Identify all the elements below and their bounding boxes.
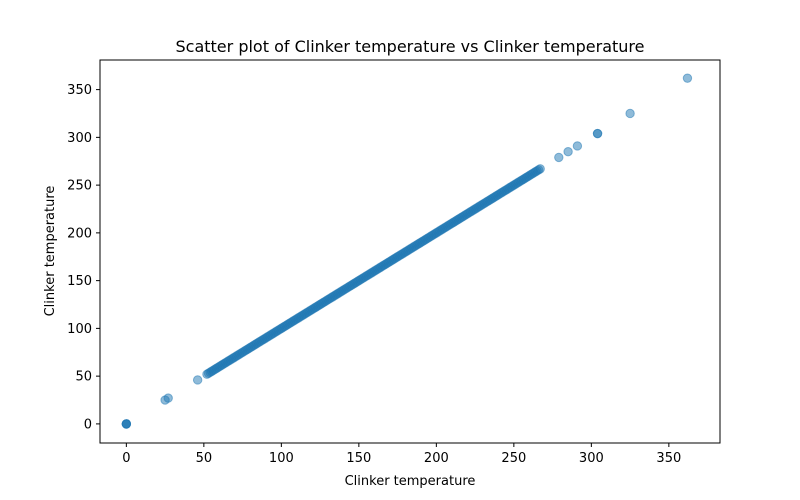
y-tick-label: 300 [67,131,92,146]
scatter-point [625,108,635,119]
chart-title: Scatter plot of Clinker temperature vs C… [176,37,645,56]
x-tick-label: 150 [346,451,371,466]
scatter-point [563,146,573,157]
x-tick-label: 200 [424,451,449,466]
x-tick-label: 350 [656,451,681,466]
scatter-point [554,152,564,163]
x-tick-label: 250 [501,451,526,466]
scatter-point [592,128,603,139]
scatter-point [682,73,693,83]
y-tick-label: 100 [67,322,92,337]
scatter-point [121,419,132,429]
x-tick-label: 100 [269,451,294,466]
x-axis: 0 50 100 150 200 250 300 350 [122,443,681,466]
scatter-point [192,375,203,385]
y-tick-label: 0 [84,417,92,432]
y-tick-label: 250 [67,179,92,194]
y-tick-label: 50 [75,370,92,385]
scatter-point [163,393,173,403]
y-tick-label: 150 [67,274,92,289]
y-tick-label: 200 [67,226,92,241]
y-axis: 0 50 100 150 200 250 300 350 [67,83,100,432]
y-tick-label: 350 [67,83,92,98]
x-tick-label: 0 [122,451,130,466]
scatter-points [121,73,693,429]
x-tick-label: 50 [196,451,213,466]
scatter-point [535,164,545,174]
y-axis-label: Clinker temperature [43,186,58,317]
scatter-point [572,141,583,151]
plot-area-frame [99,59,721,444]
x-tick-label: 300 [579,451,604,466]
x-axis-label: Clinker temperature [345,474,476,489]
